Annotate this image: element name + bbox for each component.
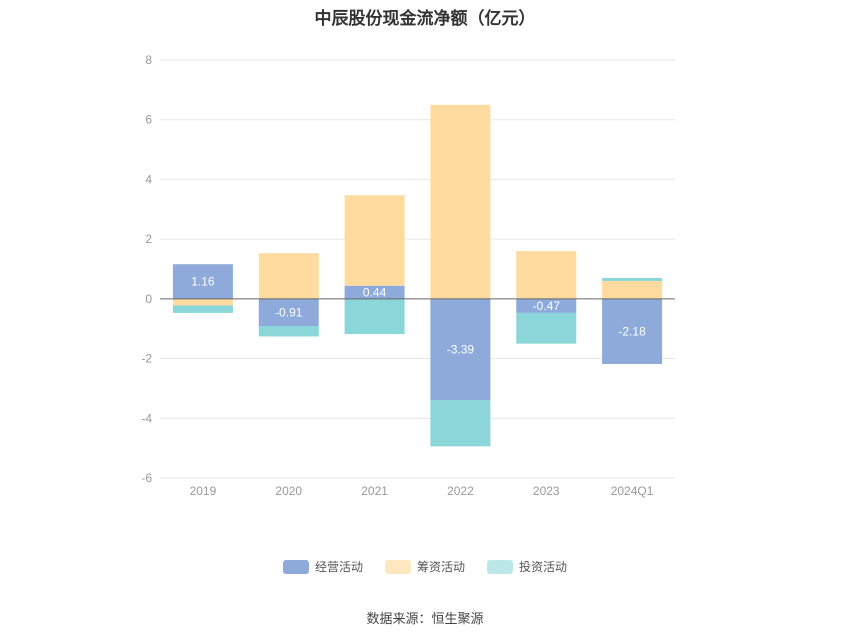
y-tick-label: 2 — [145, 232, 152, 246]
chart-area: -6 -4 -2 0 2 4 6 8 2019 2020 2021 2022 2023 2024Q1 1… — [141, 53, 675, 498]
legend-item-financing[interactable]: 筹资活动 — [384, 558, 465, 575]
bar-financing — [430, 104, 491, 299]
data-label: -0.91 — [275, 305, 303, 319]
x-tick-label: 2021 — [361, 484, 388, 498]
bar-financing — [344, 195, 405, 286]
legend-item-investing[interactable]: 投资活动 — [487, 558, 567, 575]
x-tick-label: 2020 — [275, 484, 302, 498]
bar-financing — [602, 280, 663, 299]
bar-operating — [172, 264, 233, 299]
bar-investing — [602, 277, 663, 281]
data-labels: 1.16 -0.91 0.44 -3.39 -0.47 -2.18 — [191, 275, 646, 357]
bar-investing — [344, 298, 405, 335]
legend-label-operating: 经营活动 — [314, 560, 363, 574]
chart-title: 中辰股份现金流净额（亿元） — [314, 9, 536, 28]
y-tick-label: -4 — [141, 411, 152, 425]
gridlines — [160, 59, 675, 479]
y-tick-label: 4 — [145, 172, 152, 186]
bar-financing — [258, 253, 319, 299]
y-tick-label: -6 — [141, 471, 152, 485]
data-label: -3.39 — [447, 342, 475, 356]
legend: 经营活动 筹资活动 投资活动 — [0, 558, 850, 575]
bar-investing — [516, 312, 577, 344]
y-tick-label: 8 — [145, 53, 152, 67]
y-tick-label: 6 — [145, 113, 152, 127]
y-axis-ticks: -6 -4 -2 0 2 4 6 8 — [141, 53, 152, 485]
bar-operating — [344, 285, 405, 299]
bar-operating — [602, 298, 663, 364]
legend-swatch-financing — [384, 559, 411, 574]
data-label: -2.18 — [618, 324, 646, 338]
zero-line — [160, 298, 675, 479]
y-tick-label: 0 — [145, 292, 152, 306]
x-tick-label: 2019 — [190, 484, 217, 498]
bar-investing — [430, 400, 491, 447]
bar-financing — [172, 298, 233, 306]
data-label: 1.16 — [191, 275, 215, 289]
bar-operating — [258, 298, 319, 327]
y-tick-label: -2 — [141, 352, 152, 366]
data-label: 0.44 — [363, 285, 387, 299]
bar-operating — [516, 298, 577, 313]
legend-item-operating[interactable]: 经营活动 — [282, 558, 363, 575]
data-source: 数据来源：恒生聚源 — [366, 611, 484, 626]
legend-label-investing: 投资活动 — [519, 560, 568, 574]
bar-investing — [172, 305, 233, 313]
x-tick-label: 2024Q1 — [611, 484, 654, 498]
data-label: -0.47 — [533, 299, 561, 313]
bar-investing — [258, 326, 319, 337]
legend-label-financing: 筹资活动 — [416, 560, 465, 574]
bar-financing — [516, 251, 577, 299]
legend-swatch-investing — [487, 559, 513, 574]
bars — [172, 104, 663, 447]
legend-swatch-operating — [282, 559, 309, 574]
x-axis-ticks: 2019 2020 2021 2022 2023 2024Q1 — [190, 484, 654, 498]
x-tick-label: 2023 — [533, 484, 560, 498]
x-tick-label: 2022 — [447, 484, 474, 498]
bar-operating — [430, 298, 491, 401]
